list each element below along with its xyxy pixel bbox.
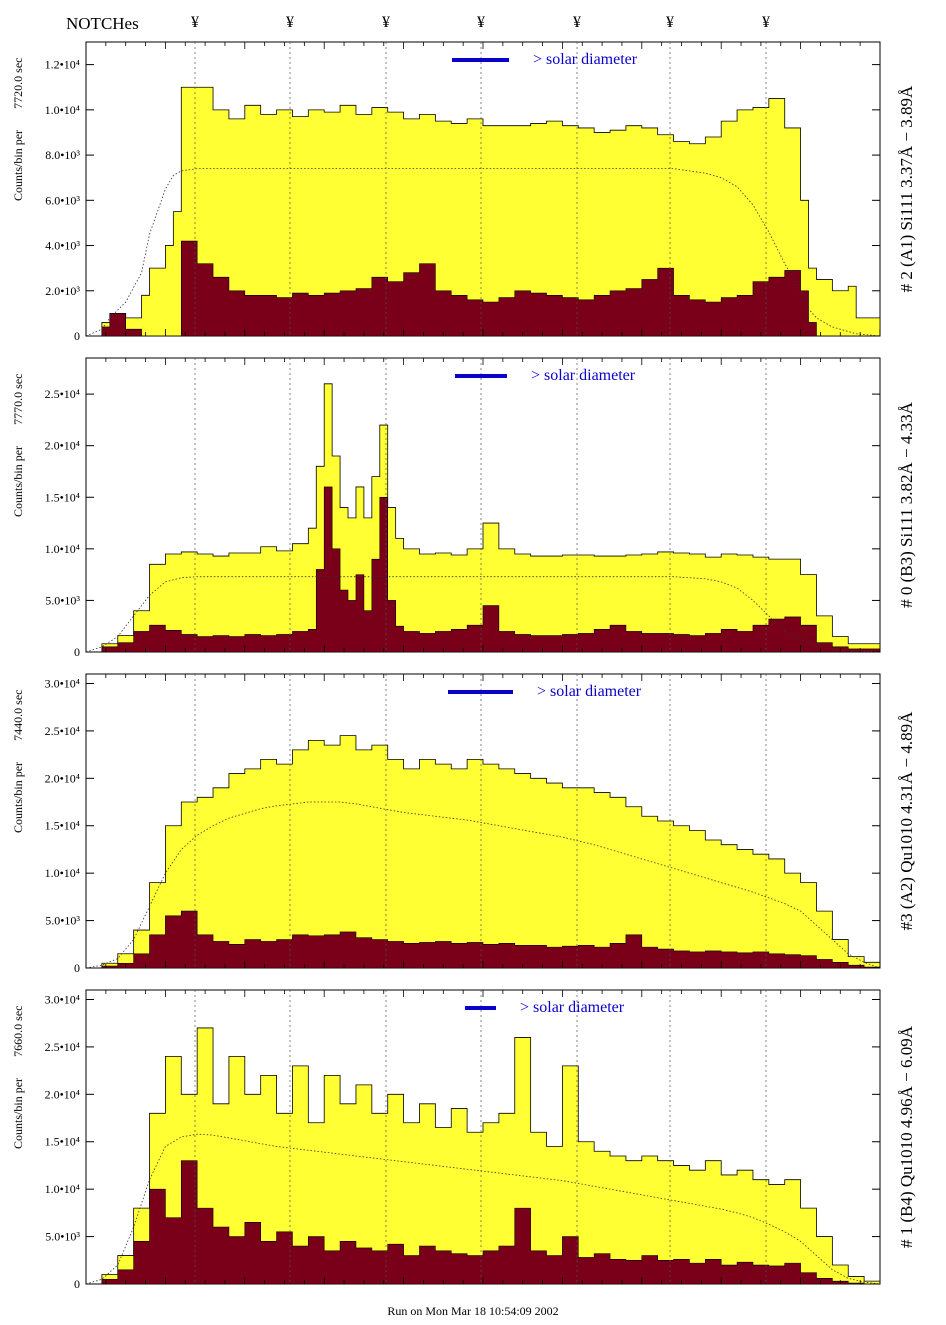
y-tick-label: 1.5•10⁴ bbox=[45, 1135, 80, 1149]
exposure-label: 7770.0 sec bbox=[11, 373, 25, 424]
model-curve bbox=[85, 168, 881, 337]
y-tick-label: 2.5•10⁴ bbox=[45, 1040, 80, 1054]
y-tick-label: 1.0•10⁴ bbox=[45, 866, 80, 880]
y-tick-label: 0 bbox=[74, 645, 80, 659]
y-tick-label: 2.5•10⁴ bbox=[45, 387, 80, 401]
y-tick-label: 3.0•10⁴ bbox=[45, 676, 80, 690]
notches-title: NOTCHes bbox=[66, 14, 139, 33]
exposure-label: 7720.0 sec bbox=[11, 57, 25, 108]
notch-marker: ¥ bbox=[762, 14, 770, 31]
detector-label: # 0 (B3) Si111 3.82Å − 4.33Å bbox=[897, 401, 916, 607]
spectrum-panel-2: 0 5.0•10³ 1.0•10⁴ 1.5•10⁴ 2.0•10⁴ 2.5•10⁴ Coun… bbox=[11, 357, 916, 659]
run-timestamp: Run on Mon Mar 18 10:54:09 2002 bbox=[387, 1304, 559, 1318]
model-curve bbox=[85, 576, 881, 653]
total-counts-area bbox=[86, 383, 881, 653]
legend-label: > solar diameter bbox=[537, 683, 642, 700]
y-axis-label: Counts/bin per bbox=[11, 1078, 25, 1149]
exposure-label: 7660.0 sec bbox=[11, 1005, 25, 1056]
legend-label: > solar diameter bbox=[533, 51, 638, 68]
notch-marker: ¥ bbox=[573, 14, 581, 31]
y-tick-label: 5.0•10³ bbox=[45, 914, 80, 928]
notch-marker: ¥ bbox=[191, 14, 199, 31]
total-counts-area bbox=[86, 1027, 881, 1285]
y-tick-label: 1.2•10⁴ bbox=[45, 58, 80, 72]
low-energy-counts-area bbox=[86, 1160, 880, 1285]
y-tick-label: 1.5•10⁴ bbox=[45, 490, 80, 504]
y-tick-label: 2.5•10⁴ bbox=[45, 724, 80, 738]
low-energy-counts-area bbox=[86, 910, 881, 969]
y-tick-label: 3.0•10⁴ bbox=[45, 992, 80, 1006]
y-tick-label: 0 bbox=[74, 329, 80, 343]
y-tick-label: 0 bbox=[74, 961, 80, 975]
detector-label: # 2 (A1) Si111 3.37Å − 3.89Å bbox=[897, 85, 916, 292]
total-counts-area bbox=[86, 86, 881, 337]
y-tick-label: 2.0•10⁴ bbox=[45, 1087, 80, 1101]
spectrum-panel-4: 0 5.0•10³ 1.0•10⁴ 1.5•10⁴ 2.0•10⁴ 2.5•10⁴ 3.0•… bbox=[11, 989, 916, 1291]
y-axis-label: Counts/bin per bbox=[11, 762, 25, 833]
y-tick-label: 8.0•10³ bbox=[45, 148, 80, 162]
low-energy-counts-area bbox=[86, 486, 881, 653]
legend-label: > solar diameter bbox=[531, 367, 636, 384]
detector-label: # 1 (B4) Qu1010 4.96Å − 6.09Å bbox=[897, 1025, 916, 1248]
spectrum-panel-1: 0 2.0•10³ 4.0•10³ 6.0•10³ 8.0•10³ 1.0•10⁴ 1.2•… bbox=[11, 41, 916, 343]
spectrum-panel-3: 0 5.0•10³ 1.0•10⁴ 1.5•10⁴ 2.0•10⁴ 2.5•10⁴ 3.0•… bbox=[11, 673, 916, 975]
y-tick-label: 1.0•10⁴ bbox=[45, 542, 80, 556]
y-tick-label: 1.0•10⁴ bbox=[45, 103, 80, 117]
y-tick-label: 2.0•10⁴ bbox=[45, 771, 80, 785]
model-curve bbox=[85, 1133, 881, 1285]
detector-label: #3 (A2) Qu1010 4.31Å − 4.89Å bbox=[897, 711, 916, 930]
y-tick-label: 1.0•10⁴ bbox=[45, 1182, 80, 1196]
low-energy-counts-area bbox=[86, 240, 880, 337]
notch-marker: ¥ bbox=[286, 14, 294, 31]
y-tick-label: 2.0•10⁴ bbox=[45, 439, 80, 453]
y-axis-label: Counts/bin per bbox=[11, 130, 25, 201]
y-tick-label: 6.0•10³ bbox=[45, 193, 80, 207]
y-tick-label: 5.0•10³ bbox=[45, 1230, 80, 1244]
y-tick-label: 1.5•10⁴ bbox=[45, 819, 80, 833]
notch-marker: ¥ bbox=[666, 14, 674, 31]
y-tick-label: 4.0•10³ bbox=[45, 239, 80, 253]
notch-marker: ¥ bbox=[382, 14, 390, 31]
y-tick-label: 2.0•10³ bbox=[45, 284, 80, 298]
legend-label: > solar diameter bbox=[520, 999, 625, 1016]
exposure-label: 7440.0 sec bbox=[11, 689, 25, 740]
y-tick-label: 5.0•10³ bbox=[45, 593, 80, 607]
y-tick-label: 0 bbox=[74, 1277, 80, 1291]
y-axis-label: Counts/bin per bbox=[11, 446, 25, 517]
total-counts-area bbox=[86, 735, 881, 969]
notch-marker: ¥ bbox=[477, 14, 485, 31]
